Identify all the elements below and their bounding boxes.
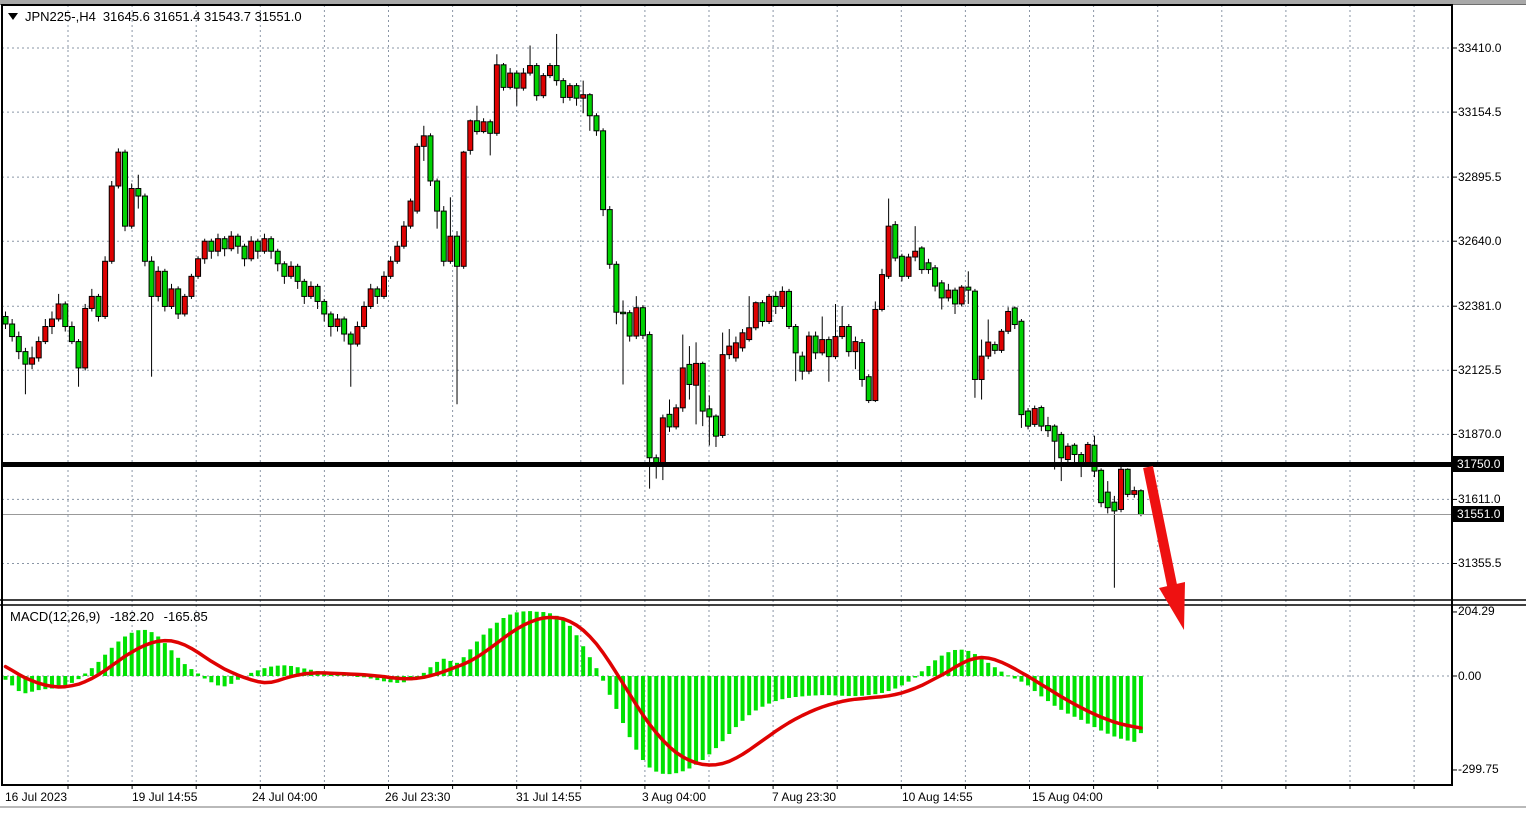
date-tick-label: 31 Jul 14:55 [516, 790, 582, 804]
candles-layer [3, 33, 1144, 588]
macd-histogram [3, 611, 1143, 775]
window-bottom-strip [0, 806, 1526, 808]
macd-indicator-label: MACD(12,26,9) -182.20 -165.85 [10, 609, 208, 624]
macd-main-value: -182.20 [109, 609, 155, 624]
date-tick-label: 19 Jul 14:55 [132, 790, 198, 804]
macd-tick-label: 0.00 [1458, 668, 1482, 683]
date-tick-label: 16 Jul 2023 [5, 790, 68, 804]
date-tick-label: 15 Aug 04:00 [1032, 790, 1103, 804]
date-tick-label: 7 Aug 23:30 [772, 790, 837, 804]
price-tick-label: 32895.5 [1458, 169, 1502, 184]
price-tick-label: 33410.0 [1458, 40, 1502, 55]
level-line-tag: 31750.0 [1453, 456, 1505, 473]
price-tick-label: 32125.5 [1458, 362, 1502, 377]
price-tick-label: 33154.5 [1458, 104, 1502, 119]
macd-tick-label: 204.29 [1458, 604, 1495, 619]
price-tick-label: 31355.5 [1458, 556, 1502, 570]
price-tick-label: 31870.0 [1458, 426, 1502, 441]
price-tick-label: 32640.0 [1458, 233, 1502, 248]
symbol-dropdown-icon[interactable] [8, 13, 18, 20]
price-tick-label: 32381.0 [1458, 298, 1502, 313]
last-price-tag: 31551.0 [1453, 505, 1505, 522]
date-tick-label: 10 Aug 14:55 [902, 790, 973, 804]
macd-signal-value: -165.85 [163, 609, 208, 624]
chart-title: JPN225-,H4 31645.6 31651.4 31543.7 31551… [8, 9, 302, 24]
macd-tick-label: -299.75 [1458, 762, 1499, 777]
date-tick-label: 3 Aug 04:00 [642, 790, 707, 804]
date-tick-label: 26 Jul 23:30 [385, 790, 451, 804]
ohlc-values: 31645.6 31651.4 31543.7 31551.0 [102, 9, 302, 24]
red-down-arrow [1143, 466, 1185, 630]
date-tick-label: 24 Jul 04:00 [252, 790, 318, 804]
macd-name: MACD(12,26,9) [10, 609, 101, 624]
macd-signal-line [3, 615, 1143, 767]
symbol-period-label: JPN225-,H4 [25, 9, 96, 24]
price-tick-label: 31611.0 [1458, 491, 1501, 506]
